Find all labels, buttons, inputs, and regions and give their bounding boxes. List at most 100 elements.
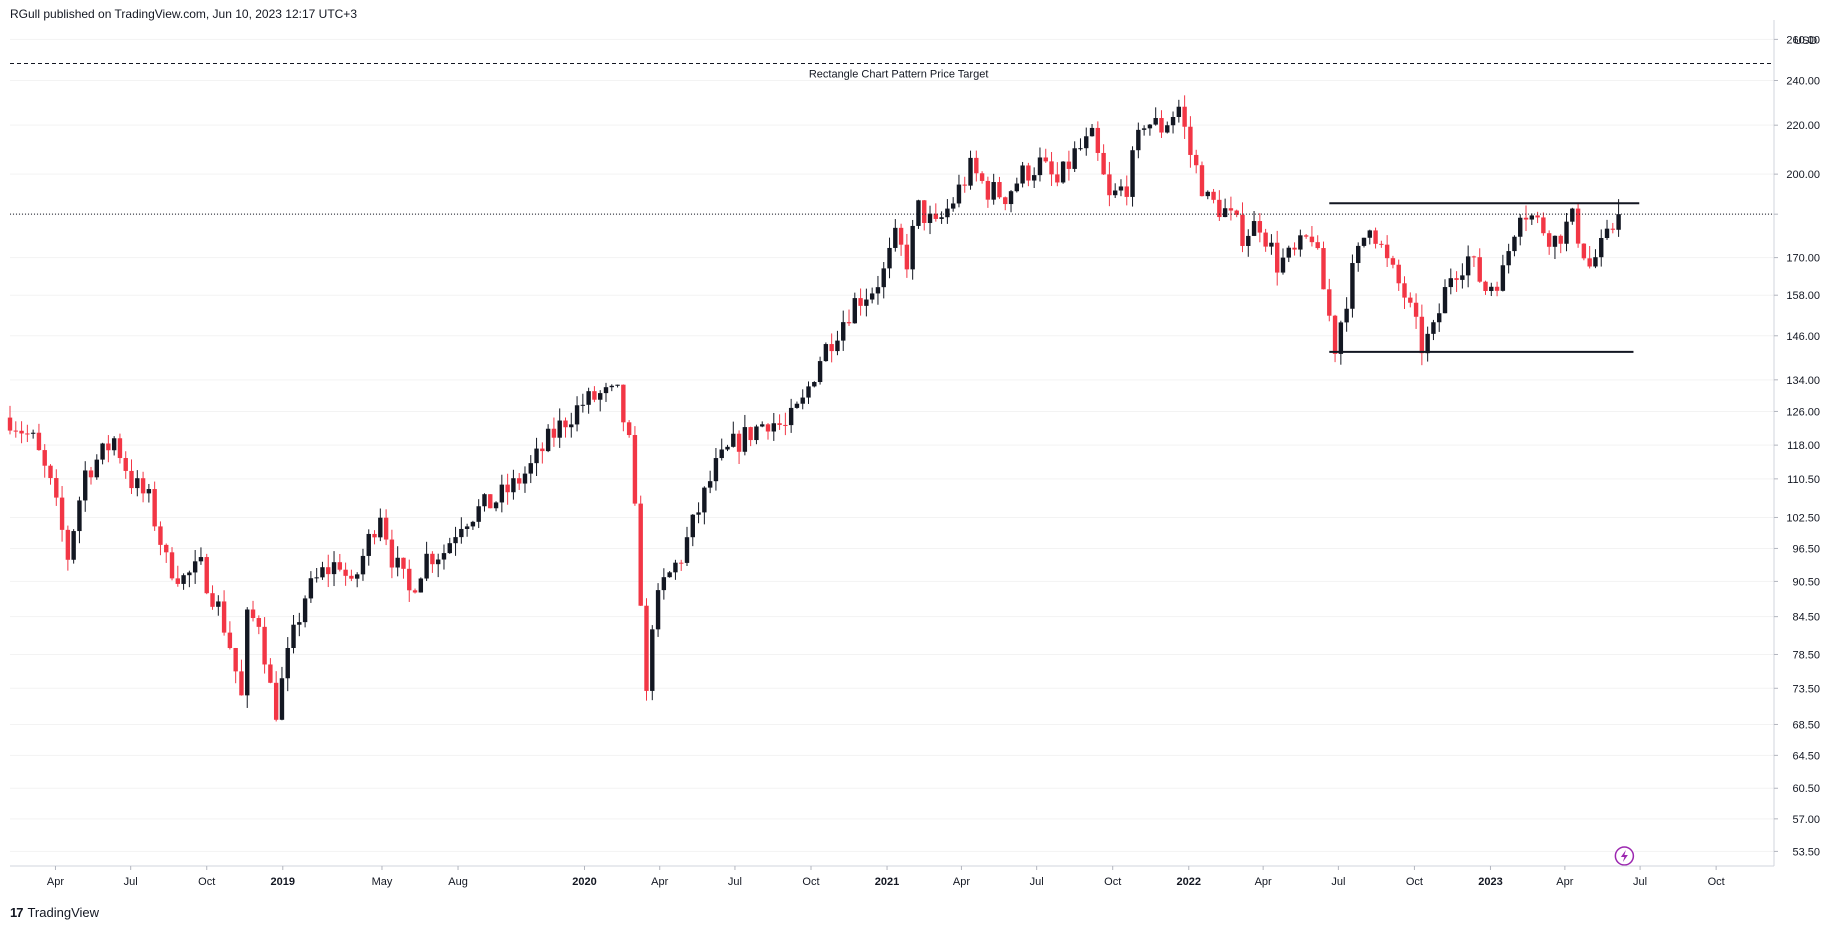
candle-body [852,298,858,324]
candle [343,562,348,586]
candle-body [910,225,915,270]
candle [933,203,939,222]
candle-body [482,494,487,507]
candle-body [488,494,493,509]
candle-body [1327,289,1332,316]
footer-brand[interactable]: 17 TradingView [10,905,99,920]
candle [499,474,505,513]
candle [42,444,47,478]
candle [1489,282,1494,297]
candle [1205,190,1210,200]
candle [59,486,65,542]
candle [239,659,244,696]
candle [331,551,337,587]
candle [1286,245,1291,263]
candle [187,570,192,588]
candle-body [841,322,846,341]
candle [447,537,452,554]
candle [337,553,343,572]
candle-body [974,157,979,174]
candle [36,423,42,451]
candle [256,615,262,635]
candle-body [227,632,233,648]
candle-body [979,173,985,181]
candle-body [881,268,886,288]
candle [1599,229,1604,267]
candle-body [418,578,424,593]
candle [962,176,967,193]
candle-body [476,506,481,522]
candle [609,384,614,392]
candle-body [430,553,435,565]
candle [1118,179,1124,197]
candle-body [378,517,383,538]
candle-body [470,521,476,527]
candle-body [447,543,452,554]
candle-body [927,213,933,223]
candle-body [1437,313,1442,323]
candle-body [968,157,973,186]
candle [378,508,383,542]
candle [1315,235,1320,250]
candle [1471,255,1477,267]
candle [1101,144,1106,175]
candle [638,495,643,606]
candle-body [632,435,638,504]
candle [1396,259,1401,291]
candle [985,176,991,208]
candle-body [1541,217,1546,234]
candle-body [661,577,667,591]
x-tick-label: Oct [802,876,819,888]
candle-body [1384,244,1390,259]
candle [1159,110,1164,138]
candle [279,666,285,721]
candle-body [1176,106,1182,118]
candle-body [250,609,256,619]
candle-body [459,528,464,538]
candle-body [846,322,852,324]
y-tick-label: 118.00 [1787,440,1820,452]
candle-body [320,567,325,578]
candle [551,417,557,447]
candle [511,469,516,500]
candle [898,223,904,256]
candle [707,470,713,494]
candle [765,423,771,440]
lightning-icon-bolt [1620,850,1628,862]
candle-body [1454,278,1459,280]
candle-body [30,432,36,434]
candle-body [424,553,429,579]
candle [1251,210,1257,237]
candle-body [545,428,551,452]
candle-body [869,293,875,300]
candle-body [707,481,713,488]
candle-body [991,182,996,200]
candle-body [1564,221,1569,244]
candle [754,424,759,445]
candle [1477,248,1482,283]
candle [1043,148,1048,163]
candle [991,173,996,205]
candle [1535,211,1540,224]
candle-body [679,562,684,564]
candle [1211,188,1216,204]
candle-body [719,449,724,459]
candle-body [1413,302,1419,317]
candle [690,514,695,547]
candle [621,384,626,432]
candle-body [528,463,533,474]
y-tick-label: 57.00 [1792,814,1820,826]
candle-body [540,448,545,452]
candle-body [158,526,163,545]
candle [366,529,371,566]
candle-body [343,569,348,576]
candle [950,197,956,212]
candle-body [100,443,105,460]
candle [1419,304,1425,366]
candle-body [1350,263,1355,309]
candle [592,386,597,403]
candle-body [1112,190,1118,196]
candle [540,442,545,464]
candle-body [152,489,157,527]
